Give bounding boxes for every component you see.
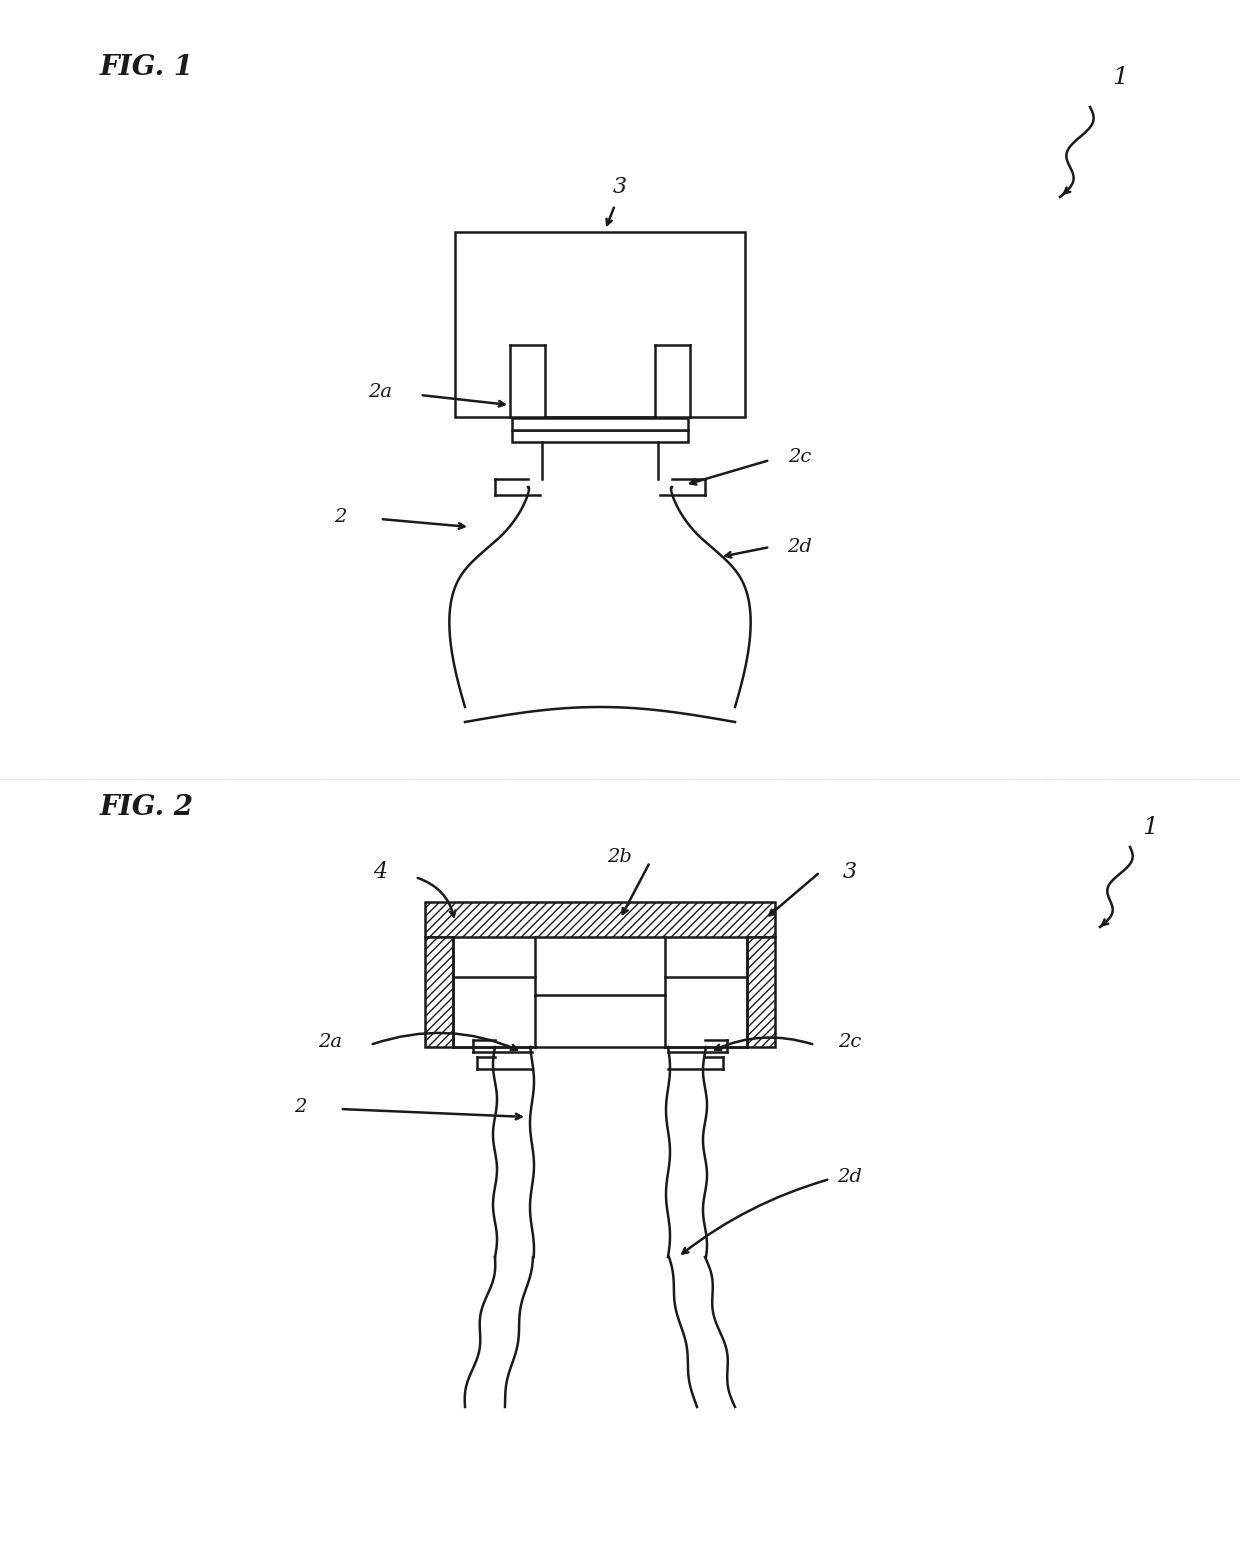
Text: 3: 3 xyxy=(613,176,627,198)
Text: 2a: 2a xyxy=(368,383,392,402)
Text: 2d: 2d xyxy=(787,539,812,556)
Text: 1: 1 xyxy=(1112,65,1128,89)
Bar xyxy=(455,232,745,417)
Text: 2: 2 xyxy=(294,1098,306,1116)
Bar xyxy=(425,937,453,1046)
Bar xyxy=(746,937,775,1046)
Text: 1: 1 xyxy=(1142,816,1158,839)
Text: 2a: 2a xyxy=(317,1032,342,1051)
Text: 3: 3 xyxy=(843,861,857,883)
Text: 2: 2 xyxy=(334,508,346,526)
Bar xyxy=(512,417,688,430)
Text: 4: 4 xyxy=(373,861,387,883)
Text: FIG. 1: FIG. 1 xyxy=(100,53,193,81)
Text: 2c: 2c xyxy=(789,448,812,466)
Text: 2b: 2b xyxy=(608,849,632,866)
Text: 2c: 2c xyxy=(838,1032,862,1051)
Bar xyxy=(425,902,775,937)
Bar xyxy=(512,430,688,442)
Text: 2d: 2d xyxy=(837,1168,863,1186)
Text: FIG. 2: FIG. 2 xyxy=(100,794,193,821)
